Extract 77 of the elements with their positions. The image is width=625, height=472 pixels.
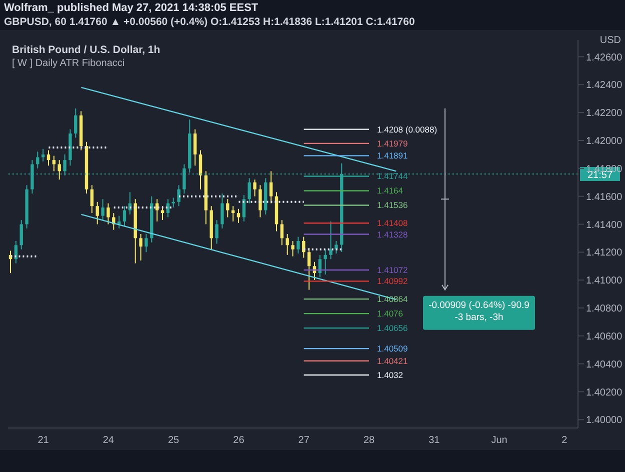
series-label: 1.41408: [377, 218, 408, 228]
candlestick: [36, 151, 40, 169]
series-label: 1.40656: [377, 323, 408, 334]
candlestick: [329, 220, 332, 260]
candlestick: [269, 170, 273, 204]
candlestick: [236, 208, 240, 224]
candlestick: [122, 206, 126, 226]
series-label: 1.4076: [377, 308, 404, 319]
series-label: 1.4208 (0.0088): [377, 124, 438, 134]
candlestick: [242, 194, 246, 222]
candlestick: [58, 160, 61, 180]
x-tick-label: 24: [102, 435, 114, 446]
y-tick-label: 1.42200: [586, 108, 623, 120]
y-tick-label: 1.41000: [586, 276, 623, 287]
x-tick-label: 27: [298, 435, 310, 446]
candlestick: [286, 234, 289, 256]
x-tick-label: 31: [428, 435, 440, 446]
candlestick: [291, 240, 294, 257]
series-label: 1.40864: [377, 294, 408, 304]
candlestick: [248, 178, 251, 204]
candlestick: [280, 220, 284, 246]
series-label: 1.41979: [377, 138, 408, 148]
series-label: 1.41891: [377, 150, 408, 161]
text: Wolfram_ published May 27, 2021 14:38:05 EEST: [4, 2, 258, 14]
x-tick-label: 2: [562, 435, 568, 446]
series-label: 1.40421: [377, 356, 408, 366]
y-tick-label: 1.42600: [586, 52, 623, 64]
series-label: 1.41328: [377, 229, 408, 240]
candlestick: [307, 247, 311, 290]
annotation: -3 bars, -3h: [454, 312, 504, 323]
candlestick: [226, 198, 230, 218]
candlestick: [106, 202, 110, 225]
text: [ W ] Daily ATR Fibonacci: [12, 58, 125, 69]
candlestick: [198, 150, 202, 190]
candlestick: [101, 198, 104, 221]
candlestick: [253, 179, 256, 197]
series-label: 1.4032: [377, 370, 404, 380]
x-tick-label: 25: [168, 435, 180, 446]
candlestick: [258, 184, 262, 218]
series-label: 1.41072: [377, 265, 408, 276]
candlestick: [177, 184, 180, 207]
y-tick-label: 1.40400: [586, 359, 623, 370]
text: GBPUSD, 60 1.41760 ▲ +0.00560 (+0.4%) O:1.41253 H:1.41836 L:1.41201 C:1.41760: [4, 16, 415, 28]
y-tick-label: 1.40600: [586, 331, 623, 342]
y-tick-label: 1.41200: [586, 248, 623, 259]
x-tick-label: 26: [233, 435, 245, 446]
y-tick-label: 1.40000: [586, 415, 623, 426]
candlestick: [220, 193, 224, 229]
series-label: 1.4164: [377, 186, 404, 196]
series-label: 1.41536: [377, 200, 408, 210]
y-axis-title: USD: [600, 35, 621, 46]
candlestick: [90, 184, 94, 214]
candlestick: [20, 220, 23, 250]
series-label: 1.40992: [377, 276, 408, 286]
candlestick: [193, 128, 197, 166]
annotation: -0.00909 (-0.64%) -90.9: [428, 300, 530, 311]
y-tick-label: 1.42400: [586, 80, 623, 92]
candlestick: [139, 234, 142, 262]
y-tick-label: 1.40200: [586, 387, 623, 398]
x-tick-label: 21: [38, 435, 50, 446]
y-tick-label: 1.40800: [586, 304, 623, 315]
y-tick-label: 1.41400: [586, 220, 623, 231]
series-label: 1.40509: [377, 344, 408, 354]
candlestick: [215, 220, 218, 244]
chart-title: British Pound / U.S. Dollar, 1h: [12, 44, 160, 56]
candlestick: [334, 240, 338, 254]
candlestick: [172, 197, 175, 208]
y-tick-label: 1.42000: [586, 136, 623, 148]
x-tick-label: Jun: [491, 435, 508, 446]
candlestick: [96, 201, 99, 225]
candlestick: [74, 108, 78, 138]
candlestick: [155, 198, 159, 222]
candlestick: [144, 234, 148, 253]
candlestick: [46, 150, 50, 166]
y-tick-label: 1.41600: [586, 192, 623, 203]
candlestick: [296, 236, 300, 254]
x-tick-label: 28: [363, 435, 375, 446]
